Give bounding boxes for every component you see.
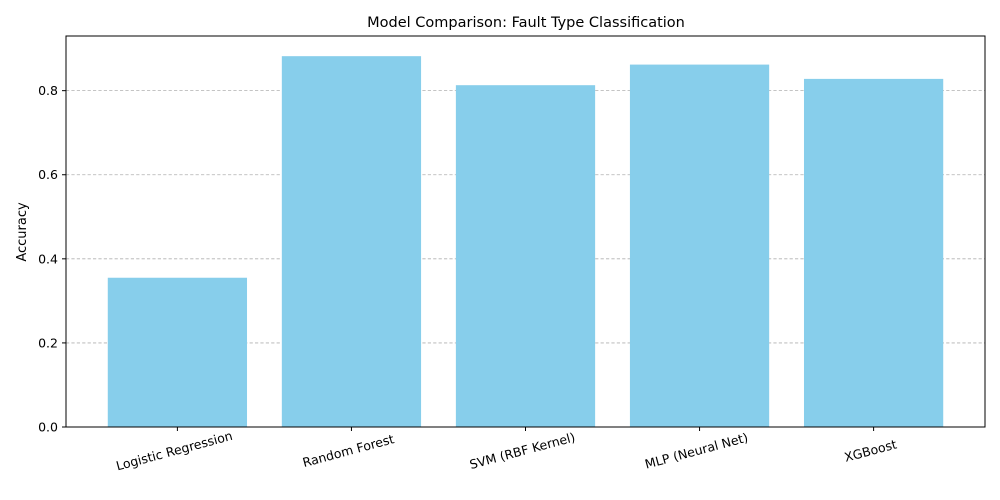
bar — [455, 85, 596, 428]
y-tick-label: 0.4 — [38, 251, 58, 266]
y-axis-label: Accuracy — [15, 202, 30, 262]
bars — [107, 56, 944, 428]
x-tick-label: Logistic Regression — [114, 428, 234, 474]
x-tick-label: MLP (Neural Net) — [643, 430, 749, 472]
x-axis-ticks: Logistic Regression Random Forest SVM (RBF… — [114, 427, 898, 473]
y-tick-label: 0.0 — [38, 420, 58, 435]
bar — [803, 78, 944, 427]
x-tick-label: Random Forest — [301, 431, 396, 470]
bar — [107, 277, 248, 427]
y-tick-label: 0.8 — [38, 83, 58, 98]
chart-title: Model Comparison: Fault Type Classificat… — [367, 15, 685, 31]
y-tick-label: 0.6 — [38, 167, 58, 182]
y-axis-ticks: 0.0 0.2 0.4 0.6 0.8 — [38, 83, 66, 435]
bar — [281, 56, 422, 428]
x-tick-label: XGBoost — [843, 436, 899, 464]
bar — [629, 64, 770, 428]
x-tick-label: SVM (RBF Kernel) — [468, 429, 577, 472]
y-tick-label: 0.2 — [38, 335, 58, 350]
